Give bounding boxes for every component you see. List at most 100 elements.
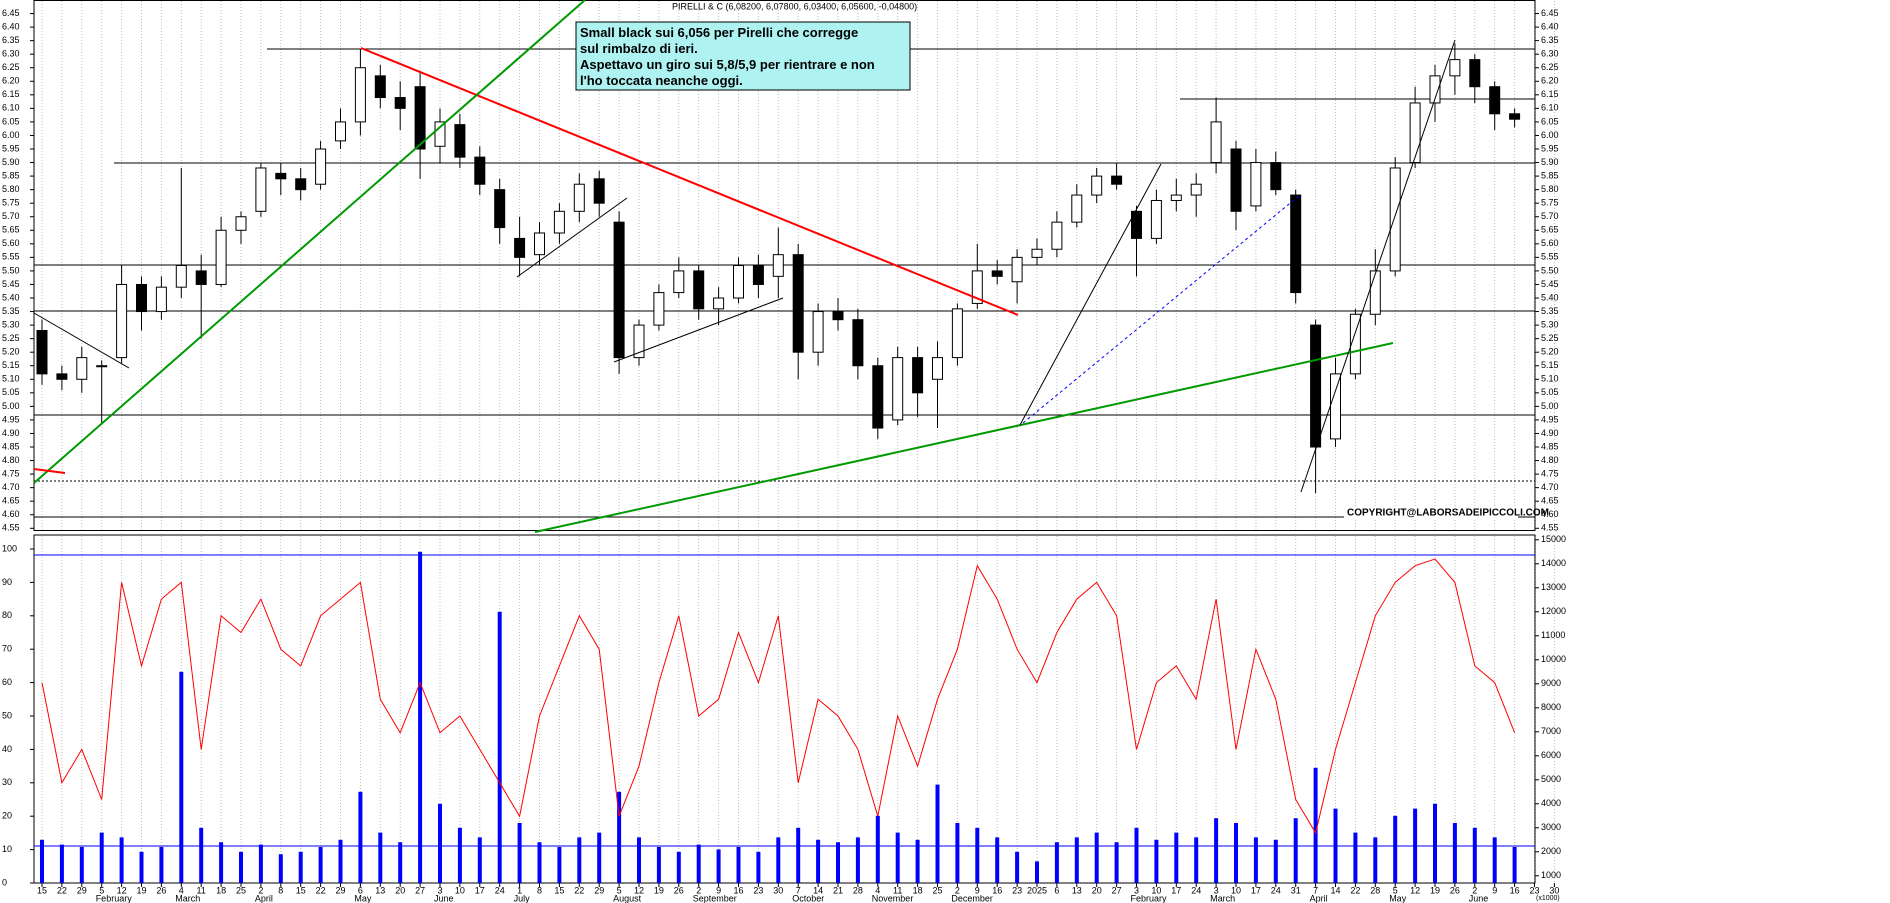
candle-body: [255, 167, 267, 212]
oscillator-tick-label: 90: [2, 577, 12, 587]
candle-body: [1369, 270, 1381, 315]
candle-body: [1489, 86, 1501, 115]
y-tick-label: 4.60: [2, 509, 20, 519]
volume-bar: [1253, 837, 1258, 883]
volume-bar: [1154, 839, 1159, 883]
volume-bar: [1293, 818, 1298, 883]
y-tick-label: 5.75: [2, 198, 20, 208]
volume-bar: [1472, 827, 1477, 883]
x-tick-label: 13: [1072, 885, 1082, 895]
x-tick-label: 19: [136, 885, 146, 895]
x-tick-label: 17: [475, 885, 485, 895]
candle-body: [1469, 59, 1481, 88]
volume-bar: [338, 839, 343, 883]
month-label: August: [613, 893, 642, 903]
y-tick-label: 4.55: [1541, 523, 1559, 533]
volume-bar: [1333, 808, 1338, 883]
candle-body: [912, 357, 924, 394]
x-tick-label: 1: [517, 885, 522, 895]
x-tick-label: 27: [415, 885, 425, 895]
x-tick-label: 22: [57, 885, 67, 895]
x-tick-label: 14: [1330, 885, 1340, 895]
volume-bar: [358, 791, 363, 883]
x-tick-label: 2: [955, 885, 960, 895]
y-tick-label: 5.40: [2, 292, 20, 302]
oscillator-tick-label: 60: [2, 677, 12, 687]
oscillator-tick-label: 20: [2, 811, 12, 821]
volume-bar: [1054, 842, 1059, 883]
month-label: February: [96, 893, 133, 903]
y-tick-label: 6.00: [1541, 130, 1559, 140]
x-tick-label: 30: [1549, 885, 1559, 895]
volume-bar: [1492, 837, 1497, 883]
x-tick-label: 4: [179, 885, 184, 895]
volume-tick-label: 10000: [1541, 654, 1566, 664]
y-tick-label: 4.85: [1541, 441, 1559, 451]
x-tick-label: 9: [975, 885, 980, 895]
volume-bar: [378, 832, 383, 883]
y-tick-label: 5.20: [1541, 347, 1559, 357]
volume-bar: [457, 827, 462, 883]
x-tick-label: 16: [733, 885, 743, 895]
y-tick-label: 5.55: [1541, 252, 1559, 262]
candle-body: [275, 172, 287, 180]
candle-body: [1429, 75, 1441, 104]
x-tick-label: 4: [875, 885, 880, 895]
x-tick-label: 23: [1529, 885, 1539, 895]
trend-line: [1300, 39, 1456, 493]
volume-tick-label: 5000: [1541, 774, 1561, 784]
y-tick-label: 5.15: [1541, 360, 1559, 370]
y-tick-label: 6.40: [2, 21, 20, 31]
month-label: December: [951, 893, 993, 903]
candle-body: [534, 232, 545, 256]
volume-tick-label: 6000: [1541, 750, 1561, 760]
month-label: April: [1310, 893, 1328, 903]
volume-bar: [1035, 861, 1039, 883]
oscillator-tick-label: 50: [2, 710, 12, 720]
month-label: April: [255, 893, 273, 903]
volume-tick-label: 1000: [1541, 870, 1561, 880]
volume-bar: [179, 671, 184, 883]
volume-unit: (x1000): [1536, 895, 1560, 902]
oscillator-tick-label: 0: [2, 877, 7, 887]
x-tick-label: 30: [773, 885, 783, 895]
volume-bar: [438, 803, 442, 883]
copyright-box: [1344, 507, 1518, 519]
x-tick-label: 5: [1393, 885, 1398, 895]
volume-tick-label: 7000: [1541, 726, 1561, 736]
candle-body: [76, 357, 88, 380]
y-tick-label: 4.85: [2, 441, 20, 451]
volume-tick-label: 15000: [1541, 534, 1566, 544]
y-tick-label: 6.30: [1541, 49, 1559, 59]
y-tick-label: 5.85: [1541, 170, 1559, 180]
x-tick-label: 17: [1251, 885, 1261, 895]
candle-body: [434, 121, 446, 147]
volume-bar: [1194, 837, 1199, 883]
y-tick-label: 5.60: [1541, 238, 1559, 248]
y-tick-label: 4.90: [1541, 428, 1559, 438]
candle-body: [1509, 113, 1521, 120]
trend-lines: [33, 0, 1456, 533]
y-tick-label: 4.80: [2, 455, 20, 465]
y-tick-label: 6.45: [2, 8, 20, 18]
candle-body: [752, 265, 764, 285]
candle-body: [1011, 256, 1023, 283]
indicator-panel: [33, 534, 1536, 884]
y-tick-label: 5.25: [2, 333, 20, 343]
y-tick-label: 5.00: [1541, 401, 1559, 411]
volume-bar: [557, 847, 562, 883]
candle-body: [1131, 210, 1142, 239]
candle-body: [1290, 194, 1302, 294]
volume-bar: [855, 837, 860, 883]
x-tick-label: 2: [1472, 885, 1477, 895]
candle-body: [215, 229, 227, 285]
annotation-line: sul rimbalzo di ieri.: [580, 41, 698, 56]
candle-body: [693, 270, 705, 310]
y-tick-label: 5.50: [1541, 265, 1559, 275]
volume-bar: [935, 784, 940, 883]
candle-body: [175, 265, 187, 288]
candle-body: [872, 365, 884, 429]
y-tick-label: 5.35: [1541, 306, 1559, 316]
x-tick-label: 18: [913, 885, 923, 895]
y-tick-label: 4.80: [1541, 455, 1559, 465]
